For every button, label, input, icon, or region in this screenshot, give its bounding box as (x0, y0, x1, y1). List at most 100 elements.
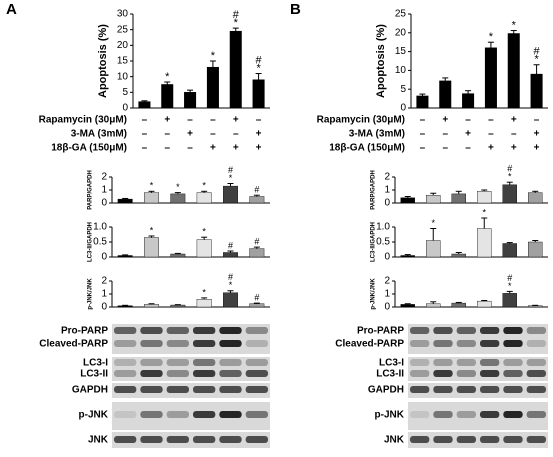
blot-label: GAPDH (368, 385, 404, 396)
y-tick-label: 1.0 (93, 222, 107, 233)
bar (451, 302, 466, 308)
bar (252, 79, 265, 109)
blot-band (166, 436, 189, 443)
y-tick-label: 0 (101, 198, 107, 209)
bar (426, 303, 441, 308)
blot-band (503, 359, 523, 366)
bar (530, 73, 543, 109)
blot-band (526, 359, 546, 366)
significance: # (256, 54, 263, 66)
bar (477, 300, 492, 308)
treatment-sign: – (488, 129, 494, 140)
y-tick-label: 1 (384, 289, 390, 300)
treatment-sign: – (465, 143, 471, 154)
y-tick-label: 0.5 (376, 237, 390, 248)
treatment-sign: + (210, 143, 216, 154)
bar (144, 237, 159, 258)
blot-band (219, 340, 242, 347)
blot-band (219, 359, 242, 366)
blot-band (410, 370, 430, 377)
bar (528, 305, 543, 308)
blot-band (114, 436, 137, 443)
bar (117, 305, 133, 308)
blot-band (245, 359, 268, 366)
blot-band (140, 386, 163, 393)
blot-band (166, 327, 189, 334)
blot-band (114, 386, 137, 393)
bar (477, 191, 492, 204)
significance: * (165, 71, 170, 83)
treatment-sign: – (511, 129, 517, 140)
significance: * (202, 181, 206, 191)
blot-label: Cleaved-PARP (39, 339, 108, 350)
treatment-sign: + (442, 115, 448, 126)
blot-band (480, 411, 500, 418)
y-tick-label: 1 (384, 185, 390, 196)
blot (408, 357, 548, 381)
blot-band (219, 370, 242, 377)
blot-band (114, 411, 137, 418)
blot-band (140, 327, 163, 334)
blot-band (219, 436, 242, 443)
bar (400, 197, 415, 204)
bar (249, 248, 265, 258)
treatment-sign: – (210, 129, 216, 140)
blot-band (410, 340, 430, 347)
blot-band (480, 386, 500, 393)
bar (223, 252, 238, 258)
blot-label: LC3-I (83, 358, 108, 369)
blot-band (456, 370, 476, 377)
significance: * (508, 281, 512, 291)
treatment-label: 3-MA (3mM) (71, 129, 127, 140)
significance: # (254, 292, 259, 302)
significance: # (507, 164, 512, 174)
significance: * (234, 17, 239, 29)
blot-band (433, 340, 453, 347)
significance: # (228, 240, 233, 250)
blot-band (410, 436, 430, 443)
blot-label: JNK (88, 435, 109, 446)
bar (184, 92, 197, 109)
significance: # (254, 236, 259, 246)
blot-band (114, 340, 137, 347)
treatment-sign: – (256, 115, 262, 126)
blot-band (114, 327, 137, 334)
y-axis-label: PARP/GAPDH (371, 170, 377, 210)
treatment-label: 18β-GA (150μM) (51, 143, 127, 154)
bar (502, 243, 517, 258)
blot-band (480, 327, 500, 334)
blot-label: JNK (384, 435, 405, 446)
blot-band (480, 340, 500, 347)
bar (144, 304, 159, 308)
y-axis-label: PARP/GAPDH (88, 170, 94, 210)
significance: * (489, 31, 494, 43)
blot (112, 324, 270, 354)
bar (507, 33, 520, 109)
treatment-sign: + (488, 143, 494, 154)
blot-band (245, 436, 268, 443)
blot-band (193, 411, 216, 418)
bar (117, 255, 133, 258)
blot-label: LC3-I (379, 358, 404, 369)
treatment-sign: + (233, 115, 239, 126)
bar (138, 101, 151, 109)
bar (528, 192, 543, 204)
blot-band (166, 359, 189, 366)
blot-band (433, 436, 453, 443)
bar (196, 239, 212, 258)
blot-band (503, 411, 523, 418)
y-tick-label: 2 (384, 276, 390, 287)
bar (249, 303, 265, 308)
y-tick-label: 0 (400, 103, 406, 114)
blot-band (140, 411, 163, 418)
blot-label: LC3-II (376, 369, 404, 380)
treatment-sign: + (256, 129, 262, 140)
significance: * (508, 172, 512, 182)
blot-band (140, 340, 163, 347)
blot-band (193, 327, 216, 334)
blot (408, 402, 548, 430)
blot-band (166, 386, 189, 393)
treatment-sign: – (465, 115, 471, 126)
treatment-sign: – (442, 143, 448, 154)
